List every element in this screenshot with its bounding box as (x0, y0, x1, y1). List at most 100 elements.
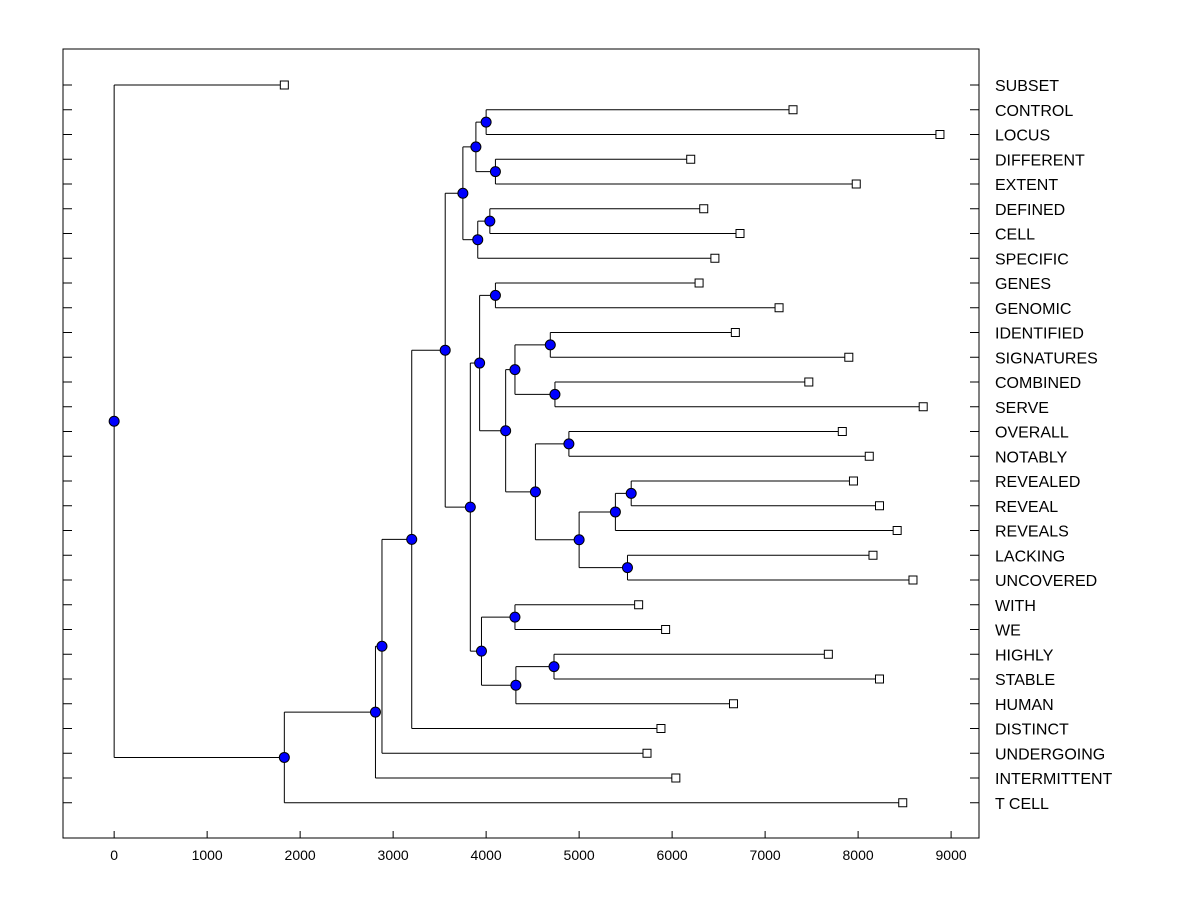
leaf-label-control: CONTROL (995, 103, 1073, 120)
merge-node (544, 339, 556, 351)
leaf-label-distinct: DISTINCT (995, 722, 1069, 739)
leaf-label-t-cell: T CELL (995, 796, 1049, 813)
x-tick-label: 4000 (471, 847, 502, 863)
leaf-marker (728, 699, 738, 709)
leaf-label-we: WE (995, 623, 1021, 640)
merge-node (278, 751, 290, 763)
leaf-label-human: HUMAN (995, 697, 1054, 714)
merge-node (369, 706, 381, 718)
plot-frame (62, 48, 980, 839)
x-tick-label: 9000 (936, 847, 967, 863)
merge-node (621, 562, 633, 574)
x-tick-label: 3000 (378, 847, 409, 863)
leaf-marker (661, 625, 671, 634)
x-tick-label: 2000 (285, 847, 316, 863)
leaf-label-notably: NOTABLY (995, 449, 1068, 466)
leaf-label-with: WITH (995, 598, 1036, 615)
x-tick-label: 1000 (192, 847, 223, 863)
leaf-label-cell: CELL (995, 227, 1035, 244)
leaf-marker (642, 748, 652, 758)
leaf-marker (823, 649, 833, 659)
leaf-marker (730, 328, 740, 337)
leaf-marker (804, 377, 814, 387)
merge-node (480, 116, 492, 128)
merge-node (474, 357, 486, 369)
leaf-label-reveal: REVEAL (995, 499, 1058, 516)
leaf-label-subset: SUBSET (995, 78, 1059, 95)
merge-node (489, 289, 501, 301)
x-tick-label: 8000 (843, 847, 874, 863)
leaf-marker (908, 575, 918, 585)
leaf-marker (656, 724, 666, 733)
leaf-label-specific: SPECIFIC (995, 251, 1069, 268)
leaf-label-identified: IDENTIFIED (995, 326, 1084, 343)
x-tick-label: 7000 (750, 847, 781, 863)
merge-node (484, 215, 496, 227)
leaf-marker (844, 352, 854, 362)
leaf-marker (837, 427, 847, 436)
merge-node (475, 645, 487, 657)
leaf-marker (735, 229, 745, 238)
merge-node (529, 486, 541, 498)
leaf-marker (874, 674, 884, 684)
leaf-label-stable: STABLE (995, 672, 1055, 689)
merge-node (509, 364, 521, 376)
merge-node (376, 640, 388, 652)
leaf-label-reveals: REVEALS (995, 524, 1069, 541)
leaf-marker (699, 204, 709, 214)
leaf-label-locus: LOCUS (995, 128, 1050, 145)
leaf-marker (686, 154, 696, 164)
leaf-label-revealed: REVEALED (995, 474, 1080, 491)
leaf-marker (851, 179, 861, 189)
leaf-marker (935, 130, 945, 139)
merge-node (439, 344, 451, 356)
leaf-marker (864, 451, 874, 461)
merge-node (573, 534, 585, 546)
merge-node (489, 166, 501, 178)
merge-node (406, 533, 418, 545)
leaf-marker (774, 303, 784, 313)
leaf-marker (868, 550, 878, 560)
merge-node (472, 234, 484, 246)
merge-node (457, 187, 469, 199)
leaf-label-extent: EXTENT (995, 177, 1058, 194)
merge-node (625, 487, 637, 499)
leaf-marker (279, 80, 289, 90)
merge-node (500, 425, 512, 437)
leaf-label-genes: GENES (995, 276, 1051, 293)
x-tick-label: 5000 (564, 847, 595, 863)
leaf-label-lacking: LACKING (995, 548, 1065, 565)
merge-node (609, 506, 621, 518)
leaf-label-undergoing: UNDERGOING (995, 746, 1105, 763)
merge-node (548, 661, 560, 673)
x-tick-label: 6000 (657, 847, 688, 863)
leaf-marker (788, 105, 798, 115)
leaf-label-genomic: GENOMIC (995, 301, 1071, 318)
leaf-marker (671, 773, 681, 783)
merge-node (509, 611, 521, 623)
leaf-label-signatures: SIGNATURES (995, 350, 1098, 367)
merge-node (510, 679, 522, 691)
leaf-label-combined: COMBINED (995, 375, 1081, 392)
leaf-label-serve: SERVE (995, 400, 1049, 417)
leaf-label-different: DIFFERENT (995, 152, 1085, 169)
leaf-marker (898, 798, 908, 808)
leaf-marker (634, 600, 644, 610)
leaf-marker (892, 526, 902, 535)
leaf-marker (710, 253, 720, 263)
merge-node (470, 141, 482, 153)
leaf-label-highly: HIGHLY (995, 647, 1054, 664)
leaf-marker (694, 278, 704, 288)
merge-node (464, 501, 476, 513)
leaf-marker (918, 402, 928, 412)
x-tick-label: 0 (110, 847, 118, 863)
leaf-marker (874, 501, 884, 511)
leaf-label-uncovered: UNCOVERED (995, 573, 1097, 590)
merge-node (549, 388, 561, 400)
merge-node (563, 438, 575, 450)
leaf-label-overall: OVERALL (995, 425, 1069, 442)
merge-node (108, 415, 120, 427)
leaf-label-intermittent: INTERMITTENT (995, 771, 1113, 788)
leaf-label-defined: DEFINED (995, 202, 1065, 219)
